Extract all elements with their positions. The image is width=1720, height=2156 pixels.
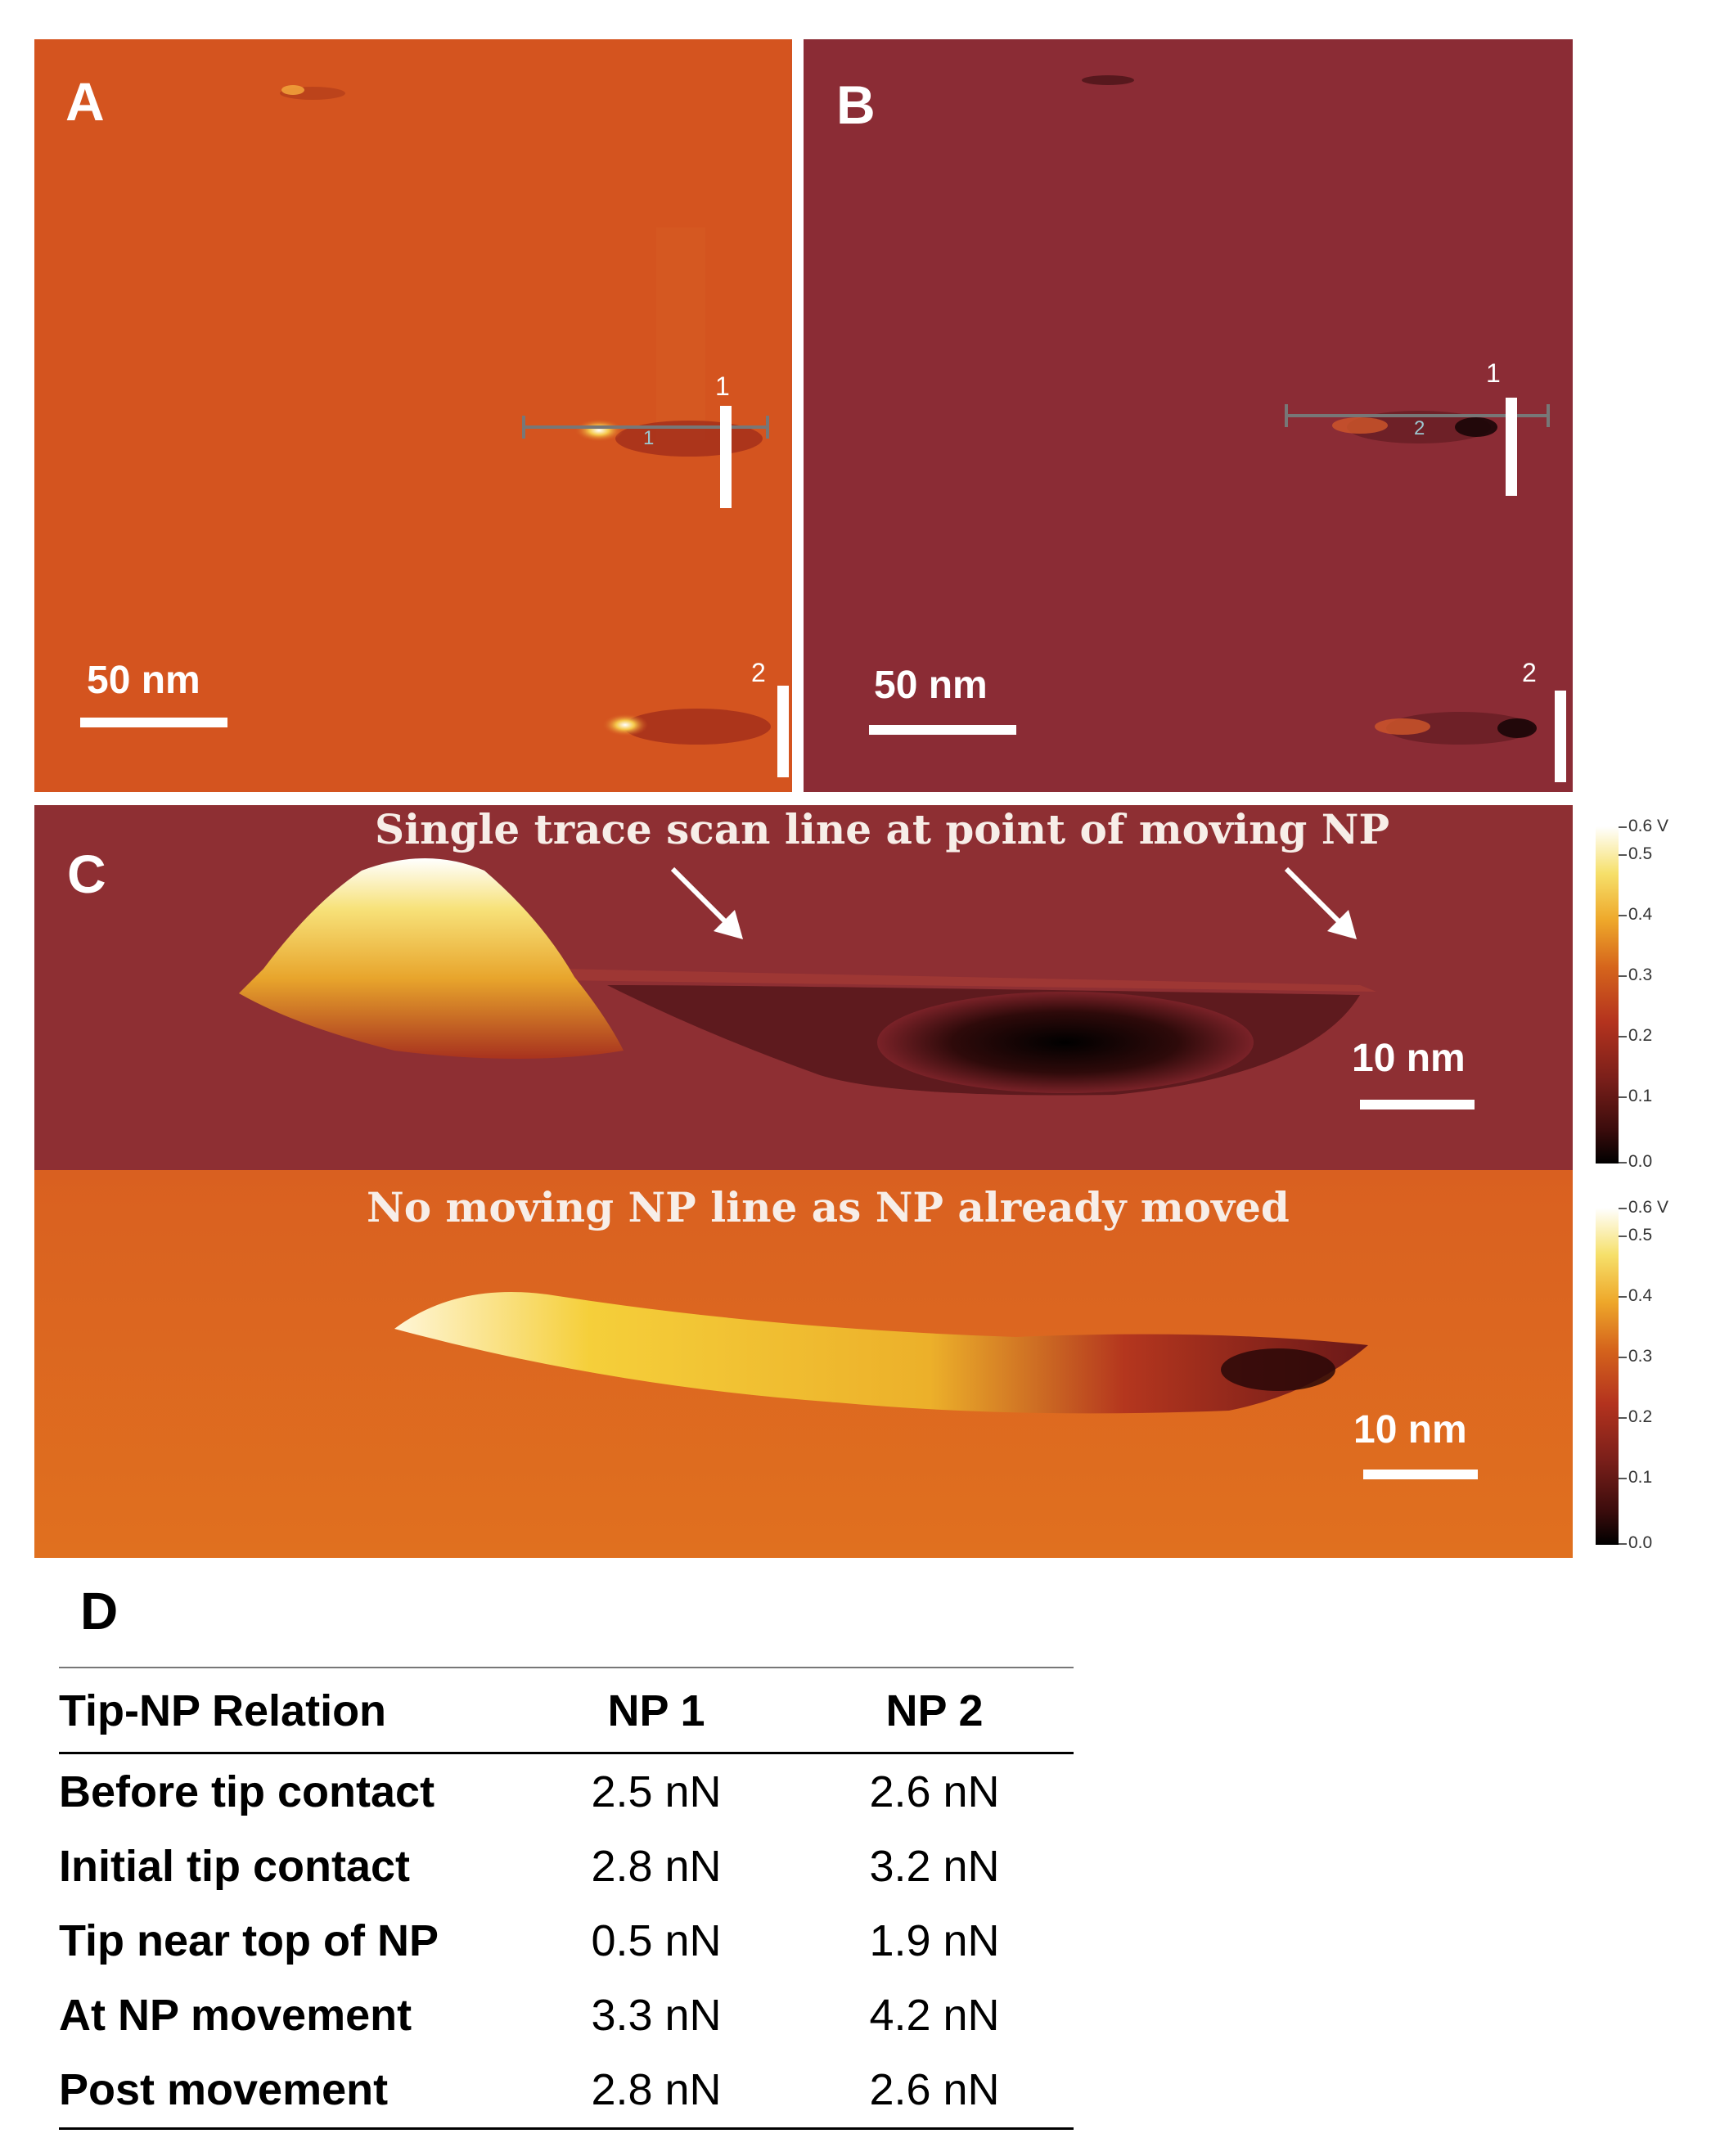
panel-b-marker-bar-1 xyxy=(1506,398,1517,496)
panel-a-marker-2: 2 xyxy=(751,658,766,687)
table-top-rule xyxy=(59,1667,1074,1668)
table-row: Tip near top of NP 0.5 nN 1.9 nN xyxy=(59,1903,1074,1978)
np1-value: 2.8 nN xyxy=(591,2064,722,2114)
panel-c-top-scale-bar xyxy=(1360,1100,1475,1110)
table-row: At NP movement 3.3 nN 4.2 nN xyxy=(59,1978,1074,2052)
panel-b-marker-bar-2 xyxy=(1555,691,1566,782)
panel-c-bottom-scale-label: 10 nm xyxy=(1353,1408,1467,1452)
header-np1: NP 1 xyxy=(517,1669,795,1754)
colorbar-bottom-tick-5: 0.1 xyxy=(1628,1468,1653,1487)
np1-value: 2.8 nN xyxy=(591,1841,722,1891)
colorbar-top-gradient xyxy=(1596,826,1619,1164)
colorbar-bottom-tick-1: 0.5 xyxy=(1628,1226,1653,1245)
colorbar-bottom-tick-0: 0.6 V xyxy=(1628,1198,1669,1217)
table-header-row: Tip-NP Relation NP 1 NP 2 xyxy=(59,1669,1074,1754)
panel-b: B 2 1 2 50 nm xyxy=(804,39,1573,792)
np1-value: 0.5 nN xyxy=(591,1915,722,1965)
colorbar-bottom-tick-4: 0.2 xyxy=(1628,1407,1653,1426)
colorbar-top-tick-3: 0.3 xyxy=(1628,965,1653,984)
table-row: Post movement 2.8 nN 2.6 nN xyxy=(59,2052,1074,2127)
table-row: Initial tip contact 2.8 nN 3.2 nN xyxy=(59,1829,1074,1903)
panel-a: A 1 1 2 50 nm xyxy=(34,39,792,792)
colorbar-top-tick-2: 0.4 xyxy=(1628,905,1653,924)
panel-a-marker-bar-1 xyxy=(720,406,732,508)
force-table: Tip-NP Relation NP 1 NP 2 Before tip con… xyxy=(59,1669,1074,2127)
np1-value: 3.3 nN xyxy=(591,1990,722,2040)
panel-b-marker-2: 2 xyxy=(1522,658,1537,687)
colorbar-top-tick-5: 0.1 xyxy=(1628,1087,1653,1105)
panel-c-top-caption: Single trace scan line at point of movin… xyxy=(375,805,1390,853)
panel-c-top-scale-label: 10 nm xyxy=(1352,1037,1466,1080)
panel-a-scale-label: 50 nm xyxy=(87,659,200,702)
colorbar-bottom-tick-2: 0.4 xyxy=(1628,1286,1653,1305)
np2-value: 3.2 nN xyxy=(869,1841,1000,1891)
colorbar-top-tick-0: 0.6 V xyxy=(1628,817,1669,835)
header-relation: Tip-NP Relation xyxy=(59,1669,517,1754)
np1-value: 2.5 nN xyxy=(591,1767,722,1816)
panel-a-label: A xyxy=(65,71,105,132)
table-row: Before tip contact 2.5 nN 2.6 nN xyxy=(59,1753,1074,1830)
panel-b-image xyxy=(1082,75,1550,745)
panel-b-scale-label: 50 nm xyxy=(874,664,988,707)
panel-a-marker-bar-2 xyxy=(777,686,789,777)
header-np2: NP 2 xyxy=(795,1669,1074,1754)
panel-a-scale-bar xyxy=(80,718,227,727)
table-bottom-rule xyxy=(59,2127,1074,2130)
panel-c: C Single trace scan line at point of mov… xyxy=(34,805,1573,1558)
row-label: At NP movement xyxy=(59,1990,412,2040)
panel-c-image xyxy=(34,805,1573,1558)
row-label: Before tip contact xyxy=(59,1767,435,1816)
panel-b-line-tag: 2 xyxy=(1414,417,1425,439)
np2-value: 4.2 nN xyxy=(869,1990,1000,2040)
row-label: Post movement xyxy=(59,2064,389,2114)
colorbar-bottom-tick-3: 0.3 xyxy=(1628,1347,1653,1366)
row-label: Initial tip contact xyxy=(59,1841,411,1891)
row-label: Tip near top of NP xyxy=(59,1915,439,1965)
np2-value: 2.6 nN xyxy=(869,2064,1000,2114)
panel-a-line-tag: 1 xyxy=(643,427,655,449)
colorbar-bottom-tick-6: 0.0 xyxy=(1628,1533,1653,1552)
np2-value: 2.6 nN xyxy=(869,1767,1000,1816)
colorbar-bottom-gradient xyxy=(1596,1208,1619,1545)
panel-c-bottom-scale-bar xyxy=(1363,1470,1478,1479)
panel-b-label: B xyxy=(836,74,876,135)
panel-c-bottom-caption: No moving NP line as NP already moved xyxy=(367,1183,1290,1231)
colorbar-top-tick-1: 0.5 xyxy=(1628,844,1653,863)
colorbar-top-tick-4: 0.2 xyxy=(1628,1026,1653,1045)
panel-c-label: C xyxy=(67,844,106,904)
panel-b-marker-1: 1 xyxy=(1486,358,1501,388)
panel-a-marker-1: 1 xyxy=(715,371,730,401)
panel-b-scale-bar xyxy=(869,725,1016,735)
colorbar-top-tick-6: 0.0 xyxy=(1628,1152,1653,1171)
arrow-icon-left xyxy=(670,866,743,939)
panel-a-image xyxy=(280,85,771,745)
np2-value: 1.9 nN xyxy=(869,1915,1000,1965)
arrow-icon-right xyxy=(1284,866,1357,939)
panel-d-label: D xyxy=(80,1582,119,1641)
